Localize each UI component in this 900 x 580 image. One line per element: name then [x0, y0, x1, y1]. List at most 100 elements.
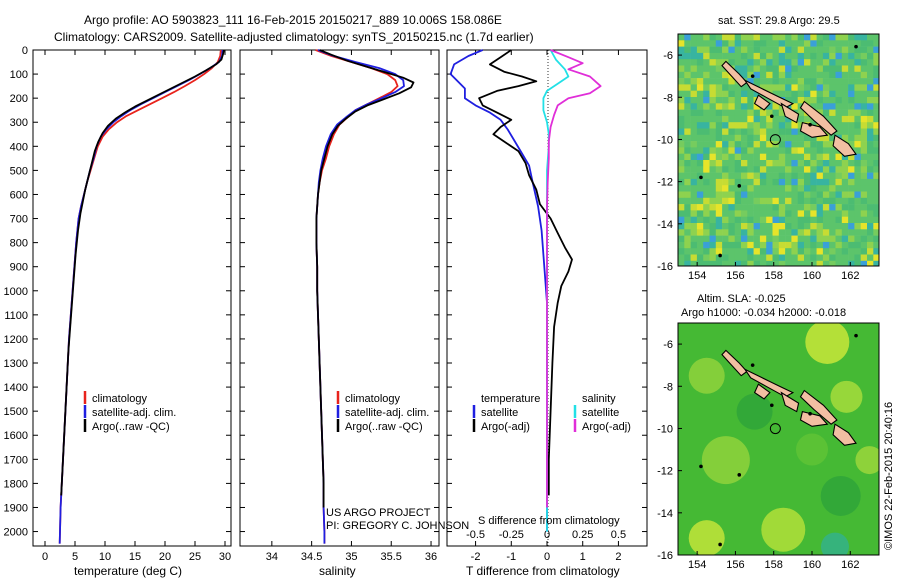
sst-cell: [860, 128, 868, 136]
sst-cell: [684, 191, 691, 199]
depth-tick-label: 1900: [4, 502, 28, 514]
sst-cell: [804, 229, 811, 236]
island: [780, 102, 800, 124]
sst-cell: [854, 229, 861, 236]
sst-cell: [867, 34, 874, 41]
legend-climatology-label: climatology: [345, 393, 401, 405]
sst-cell: [860, 147, 868, 154]
islet: [854, 44, 858, 49]
sst-cell: [766, 78, 773, 85]
sst-cell: [734, 147, 742, 154]
sst-cell: [797, 34, 805, 41]
sst-cell: [753, 122, 761, 129]
sst-cell: [810, 84, 817, 91]
sst-cell: [709, 115, 717, 123]
sst-cell: [753, 65, 761, 73]
sst-cell: [848, 185, 855, 192]
sst-cell: [728, 78, 735, 85]
sst-cell: [734, 204, 742, 211]
sst-cell: [772, 103, 780, 110]
sst-cell: [728, 34, 735, 41]
sst-cell: [703, 141, 710, 148]
islet: [750, 363, 755, 367]
sst-cell: [696, 34, 704, 41]
sst-cell: [829, 65, 836, 73]
sst-cell: [848, 109, 855, 117]
sst-cell: [848, 65, 855, 73]
sst-cell: [678, 40, 685, 47]
sla-anomaly-blob: [688, 357, 725, 394]
sst-cell: [684, 216, 691, 224]
sst-cell: [797, 178, 805, 186]
sst-cell: [690, 197, 698, 205]
sst-cell: [860, 78, 868, 85]
sst-cell: [854, 115, 861, 123]
sst-cell: [734, 248, 742, 255]
sst-cell: [759, 260, 767, 266]
sst-cell: [785, 90, 792, 98]
sst-cell: [678, 153, 685, 161]
island: [799, 410, 829, 427]
sst-cell: [741, 90, 748, 98]
sst-cell: [848, 141, 855, 148]
sst-cell: [741, 141, 748, 148]
sst-cell: [696, 78, 704, 85]
sst-cell: [703, 115, 710, 123]
sst-cell: [747, 204, 754, 211]
sst-cell: [785, 40, 792, 47]
sst-cell: [766, 185, 773, 192]
sst-cell: [690, 52, 698, 60]
sst-cell: [841, 191, 849, 199]
sst-cell: [835, 109, 843, 117]
sst-cell: [810, 65, 817, 73]
sst-cell: [829, 185, 836, 192]
sst-cell: [734, 235, 742, 243]
sst-cell: [841, 172, 849, 180]
sst-cell: [715, 172, 723, 180]
sst-cell: [703, 90, 710, 98]
header-line-2: Climatology: CARS2009. Satellite-adjuste…: [54, 30, 534, 44]
sst-cell: [741, 147, 748, 154]
sst-cell: [759, 204, 767, 211]
sst-cell: [835, 210, 843, 217]
sst-cell: [785, 260, 792, 266]
sst-cell: [785, 197, 792, 205]
sst-cell: [841, 115, 849, 123]
sst-cell: [867, 160, 874, 167]
salinity-legend: climatology satellite-adj. clim. Argo(..…: [336, 391, 429, 433]
sst-cell: [873, 204, 879, 211]
sst-cell: [854, 260, 861, 266]
heatmap-clip: [678, 34, 879, 266]
sst-cell: [835, 90, 843, 98]
sst-cell: [829, 78, 836, 85]
sst-cell: [753, 103, 761, 110]
sst-cell: [753, 40, 761, 47]
sst-cell: [797, 185, 805, 192]
sst-cell: [829, 235, 836, 243]
sst-cell: [766, 229, 773, 236]
sst-cell: [867, 216, 874, 224]
sst-cell: [835, 40, 843, 47]
sst-cell: [841, 254, 849, 262]
lon-tick-label: 154: [688, 559, 706, 571]
sst-cell: [684, 254, 691, 262]
sst-cell: [759, 166, 767, 173]
sst-cell: [753, 147, 761, 154]
sst-cell: [791, 204, 798, 211]
lat-tick-label: -10: [657, 423, 673, 435]
sst-cell: [841, 134, 849, 142]
sst-cell: [804, 65, 811, 73]
depth-tick-label: 1100: [4, 310, 28, 322]
sst-cell: [791, 78, 798, 85]
sst-cell: [684, 153, 691, 161]
sst-land-islands: [699, 44, 858, 258]
island: [799, 121, 829, 138]
sst-cell: [785, 185, 792, 192]
sst-cell: [778, 59, 786, 66]
sst-cell: [835, 153, 843, 161]
sst-cell: [703, 84, 710, 91]
sst-cell: [696, 260, 704, 266]
sst-cell: [785, 241, 792, 249]
sst-cell: [867, 46, 874, 54]
sst-cell: [829, 153, 836, 161]
